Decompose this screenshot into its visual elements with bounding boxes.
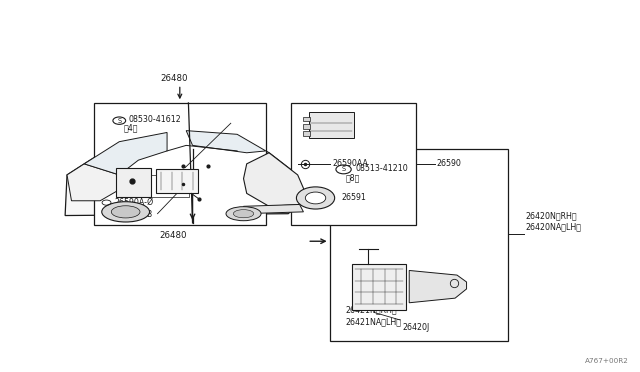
Bar — [156, 169, 198, 193]
Text: 26420J: 26420J — [403, 323, 430, 331]
Polygon shape — [244, 205, 303, 214]
Text: 26590A-Ø: 26590A-Ø — [114, 198, 154, 207]
Circle shape — [296, 187, 335, 209]
Ellipse shape — [234, 210, 253, 218]
Text: 〰4〱: 〰4〱 — [124, 124, 138, 132]
Polygon shape — [65, 131, 304, 215]
Polygon shape — [67, 164, 119, 201]
Text: 26480: 26480 — [159, 231, 187, 240]
Text: 26590AA: 26590AA — [333, 159, 369, 169]
Ellipse shape — [111, 206, 140, 218]
Text: 26480: 26480 — [161, 74, 188, 83]
Text: S: S — [342, 166, 346, 172]
Bar — [94, 103, 266, 225]
Circle shape — [305, 192, 326, 204]
Text: 08513-41210: 08513-41210 — [355, 164, 408, 173]
Polygon shape — [244, 153, 304, 206]
Bar — [352, 263, 406, 310]
Bar — [303, 116, 310, 121]
Text: 26421N〈RH〉
26421NA〈LH〉: 26421N〈RH〉 26421NA〈LH〉 — [346, 305, 401, 326]
Text: 26591: 26591 — [341, 193, 366, 202]
Bar — [116, 167, 151, 197]
Text: 08530-41612: 08530-41612 — [129, 115, 182, 124]
Text: 26590: 26590 — [436, 159, 461, 169]
Ellipse shape — [226, 207, 261, 221]
Polygon shape — [84, 132, 167, 175]
Text: 26420N〈RH〉
26420NA〈LH〉: 26420N〈RH〉 26420NA〈LH〉 — [526, 211, 582, 232]
Text: 26421NB: 26421NB — [116, 210, 152, 219]
Ellipse shape — [102, 202, 150, 222]
Text: A767+00R2: A767+00R2 — [585, 358, 629, 364]
Polygon shape — [409, 270, 467, 303]
Bar — [291, 103, 415, 225]
Polygon shape — [186, 131, 266, 153]
Text: S: S — [117, 118, 122, 124]
Bar — [303, 131, 310, 136]
Bar — [330, 149, 508, 341]
Bar — [303, 124, 310, 129]
Bar — [309, 112, 354, 138]
Text: 〰8〱: 〰8〱 — [346, 173, 360, 182]
